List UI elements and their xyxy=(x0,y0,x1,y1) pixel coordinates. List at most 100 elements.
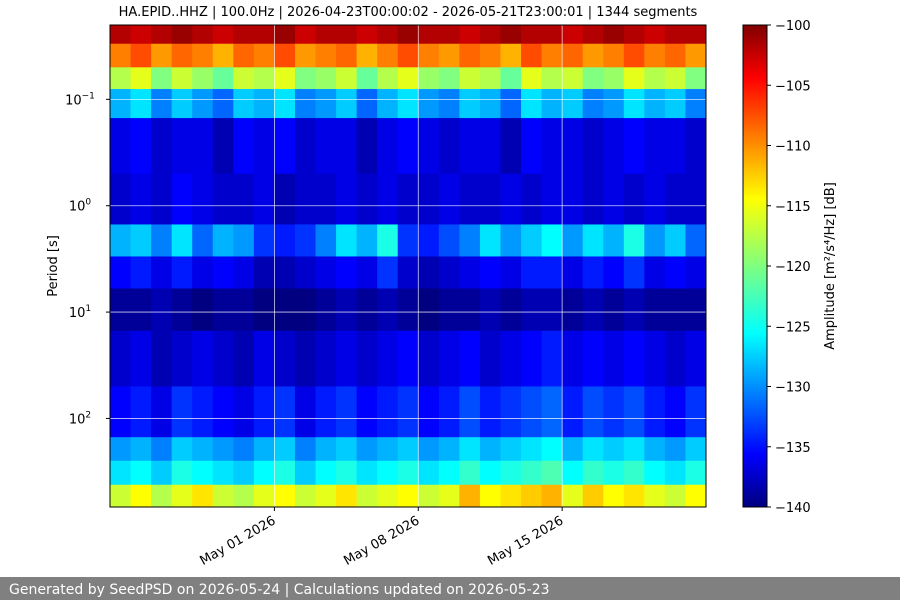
cell xyxy=(521,386,543,438)
cell xyxy=(521,43,543,68)
cell xyxy=(459,330,481,387)
cell xyxy=(623,89,645,119)
cell xyxy=(171,173,193,225)
y-tick-exponent: 1 xyxy=(85,304,91,314)
cell xyxy=(274,173,296,225)
cell xyxy=(562,224,584,257)
cell xyxy=(274,118,296,175)
cell xyxy=(336,460,358,486)
cell xyxy=(397,484,419,508)
cell xyxy=(315,386,337,438)
cell xyxy=(315,256,337,289)
cell xyxy=(623,386,645,438)
cell xyxy=(500,224,522,257)
cell xyxy=(397,67,419,90)
cell xyxy=(438,330,460,387)
cell xyxy=(233,288,255,332)
cell xyxy=(130,43,152,68)
cell xyxy=(294,386,317,438)
cell xyxy=(582,89,604,119)
cell xyxy=(562,288,584,332)
cell xyxy=(294,25,317,45)
cell xyxy=(377,460,399,486)
cell xyxy=(603,386,625,438)
colorbar-tick-label: −140 xyxy=(775,501,811,516)
cell xyxy=(356,67,378,90)
cell xyxy=(521,224,543,257)
cell xyxy=(377,330,399,387)
cell xyxy=(438,118,460,175)
cell xyxy=(644,288,666,332)
cell xyxy=(623,256,645,289)
cell xyxy=(562,256,584,289)
cell xyxy=(603,256,625,289)
cell xyxy=(151,89,173,119)
cell xyxy=(171,256,193,289)
cell xyxy=(459,256,481,289)
cell xyxy=(500,288,522,332)
cell xyxy=(459,173,481,225)
cell xyxy=(500,67,522,90)
cell xyxy=(418,43,440,68)
cell xyxy=(336,25,358,45)
cell xyxy=(151,25,173,45)
cell xyxy=(377,386,399,438)
cell xyxy=(294,484,317,508)
y-tick-exponent: −1 xyxy=(82,91,95,101)
cell xyxy=(438,437,460,462)
cell xyxy=(664,386,686,438)
y-tick-label: 101 xyxy=(69,304,91,321)
cell xyxy=(336,43,358,68)
cell xyxy=(274,437,296,462)
y-tick-base: 10 xyxy=(65,93,82,108)
cell xyxy=(151,67,173,90)
y-tick-label: 102 xyxy=(69,410,91,427)
cell xyxy=(253,118,275,175)
cell xyxy=(336,437,358,462)
cell xyxy=(562,460,584,486)
cell xyxy=(253,89,275,119)
cell xyxy=(562,437,584,462)
cell xyxy=(479,288,501,332)
cell xyxy=(438,173,460,225)
cell xyxy=(582,288,604,332)
cell xyxy=(479,437,501,462)
cell xyxy=(294,460,317,486)
cell xyxy=(377,484,399,508)
cell xyxy=(541,330,563,387)
cell xyxy=(294,224,317,257)
cell xyxy=(130,173,152,225)
cell xyxy=(418,460,440,486)
cell xyxy=(274,288,296,332)
cell xyxy=(192,288,214,332)
cell xyxy=(212,67,234,90)
cell xyxy=(459,288,481,332)
cell xyxy=(500,256,522,289)
cell xyxy=(274,484,296,508)
cell xyxy=(130,437,152,462)
cell xyxy=(212,224,234,257)
cell xyxy=(294,256,317,289)
cell xyxy=(685,437,707,462)
cell xyxy=(233,118,255,175)
cell xyxy=(315,118,337,175)
cell xyxy=(110,224,132,257)
cell xyxy=(274,224,296,257)
cell xyxy=(110,256,132,289)
cell xyxy=(151,173,173,225)
cell xyxy=(562,67,584,90)
cell xyxy=(336,484,358,508)
cell xyxy=(623,288,645,332)
cell xyxy=(274,256,296,289)
cell xyxy=(397,173,419,225)
cell xyxy=(521,460,543,486)
cell xyxy=(479,118,501,175)
cell xyxy=(336,224,358,257)
cell xyxy=(171,437,193,462)
cell xyxy=(253,288,275,332)
cell xyxy=(603,224,625,257)
cell xyxy=(418,67,440,90)
cell xyxy=(294,173,317,225)
cell xyxy=(644,89,666,119)
cell xyxy=(541,437,563,462)
